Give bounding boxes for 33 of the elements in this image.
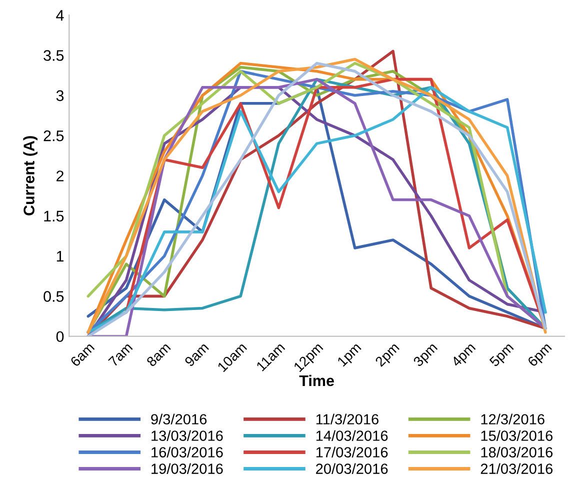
- x-tick-label: 9am: [184, 342, 210, 368]
- legend-label: 21/03/2016: [480, 463, 553, 474]
- legend-label: 18/03/2016: [481, 446, 553, 458]
- y-axis-title: Current (A): [23, 136, 38, 216]
- legend-label: 17/03/2016: [316, 446, 388, 458]
- legend-label: 12/3/2016: [481, 414, 544, 424]
- y-tick-label: 4: [56, 10, 64, 21]
- x-axis-title: Time: [299, 374, 334, 386]
- y-tick-label: 3: [56, 90, 64, 102]
- y-tick-label: 1.5: [44, 210, 64, 222]
- y-tick-label: 3.5: [44, 50, 64, 61]
- legend-label: 9/3/2016: [151, 414, 207, 424]
- x-tick-label: 3pm: [412, 342, 440, 370]
- x-tick-label: 7am: [108, 342, 133, 368]
- legend-label: 15/03/2016: [481, 430, 553, 441]
- legend-label: 19/03/2016: [152, 463, 223, 474]
- legend-label: 16/03/2016: [152, 446, 223, 458]
- y-tick-label: 2.5: [44, 130, 64, 142]
- x-tick-label: 4pm: [450, 342, 478, 370]
- y-tick-label: 1: [56, 251, 64, 262]
- legend-label: 11/3/2016: [316, 414, 378, 424]
- y-tick-label: 2: [56, 170, 64, 182]
- y-tick-label: 0.5: [44, 291, 64, 302]
- legend-label: 20/03/2016: [316, 463, 388, 474]
- x-tick-label: 1pm: [336, 342, 364, 369]
- legend-label: 14/03/2016: [316, 430, 388, 441]
- x-tick-label: 5pm: [488, 342, 516, 370]
- x-tick-label: 6pm: [527, 342, 554, 369]
- y-tick-label: 0: [56, 331, 64, 342]
- x-tick-label: 2pm: [374, 342, 402, 369]
- legend-label: 13/03/2016: [152, 430, 223, 441]
- x-tick-label: 6am: [70, 342, 95, 368]
- x-tick-label: 8am: [146, 342, 171, 368]
